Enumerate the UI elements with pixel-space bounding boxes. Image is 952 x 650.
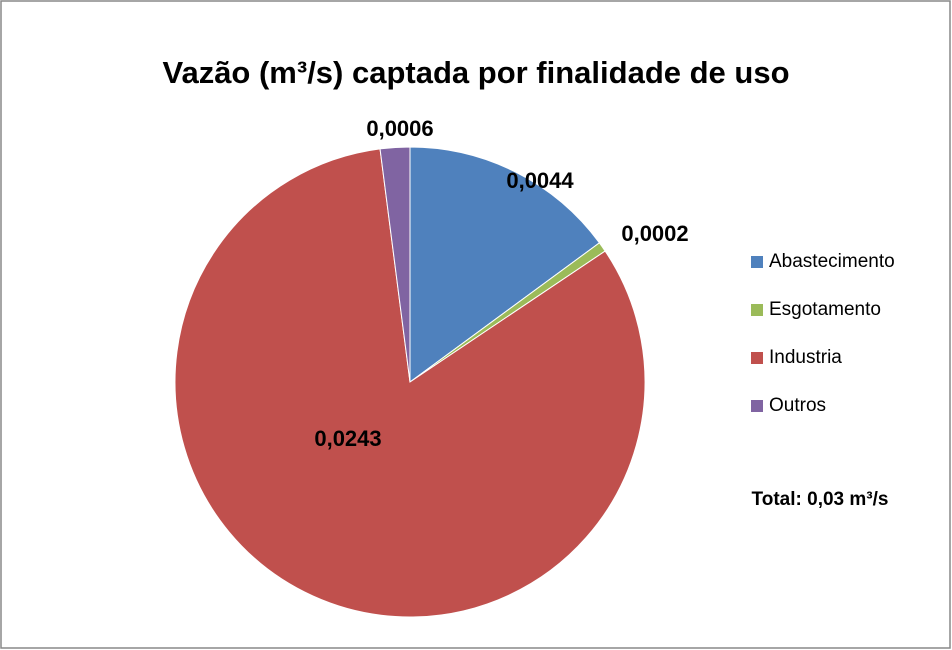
legend-label: Abastecimento	[769, 251, 895, 272]
legend-swatch	[751, 256, 763, 268]
legend-label: Outros	[769, 395, 826, 416]
pie-slice	[174, 148, 646, 618]
pie-slice	[409, 146, 601, 383]
data-label: 0,0044	[506, 168, 574, 193]
chart-title: Vazão (m³/s) captada por finalidade de u…	[162, 55, 789, 90]
legend-swatch	[751, 304, 763, 316]
annotation: Total: 0,03 m³/s	[752, 489, 889, 510]
data-label: 0,0002	[621, 221, 688, 246]
pie-slice	[379, 146, 411, 383]
data-label: 0,0243	[314, 426, 381, 451]
legend-label: Esgotamento	[769, 299, 881, 320]
data-label: 0,0006	[366, 116, 433, 141]
legend-label: Industria	[769, 347, 842, 368]
legend-swatch	[751, 400, 763, 412]
legend-swatch	[751, 352, 763, 364]
